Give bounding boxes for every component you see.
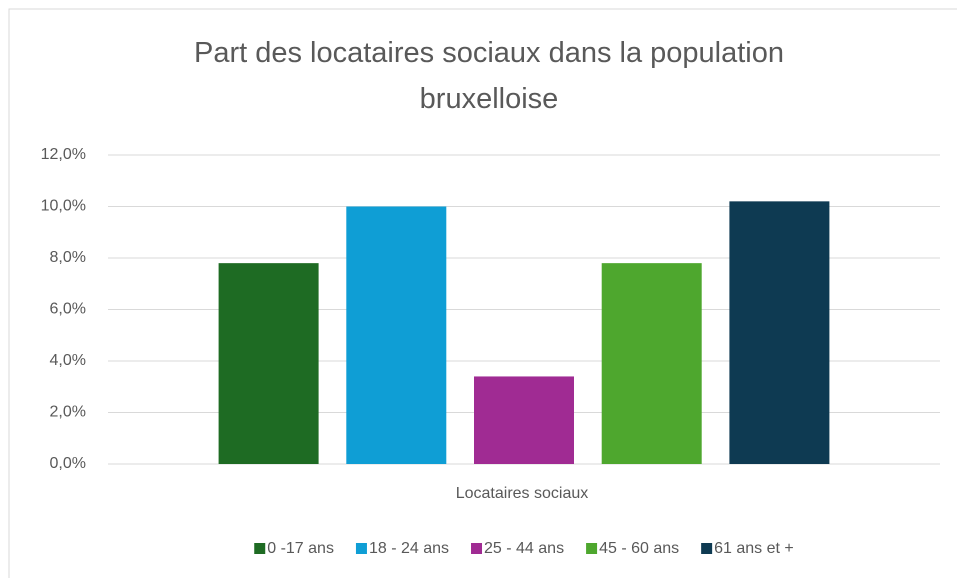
- y-tick-label: 8,0%: [50, 249, 86, 266]
- y-tick-label: 2,0%: [50, 404, 86, 421]
- legend-label: 61 ans et +: [714, 540, 794, 557]
- legend-swatch: [701, 543, 713, 554]
- legend-swatch: [254, 543, 266, 554]
- y-tick-label: 0,0%: [50, 455, 86, 472]
- x-tick-label: Locataires sociaux: [456, 485, 589, 502]
- chart-title: Part des locataires sociaux dans la popu…: [193, 37, 785, 115]
- y-tick-label: 4,0%: [50, 352, 86, 369]
- bar: [601, 263, 702, 464]
- legend-label: 18 - 24 ans: [369, 540, 449, 557]
- bar: [474, 376, 574, 464]
- y-tick-label: 10,0%: [41, 198, 86, 215]
- legend-label: 25 - 44 ans: [484, 540, 564, 557]
- bar: [729, 201, 830, 464]
- bar: [346, 206, 447, 464]
- legend-swatch: [586, 543, 598, 554]
- legend-swatch: [355, 543, 367, 554]
- bar: [218, 263, 319, 464]
- y-tick-label: 12,0%: [41, 146, 86, 163]
- y-tick-label: 6,0%: [50, 301, 86, 318]
- legend-label: 45 - 60 ans: [599, 540, 679, 557]
- legend-swatch: [471, 543, 483, 554]
- legend-label: 0 -17 ans: [267, 540, 334, 557]
